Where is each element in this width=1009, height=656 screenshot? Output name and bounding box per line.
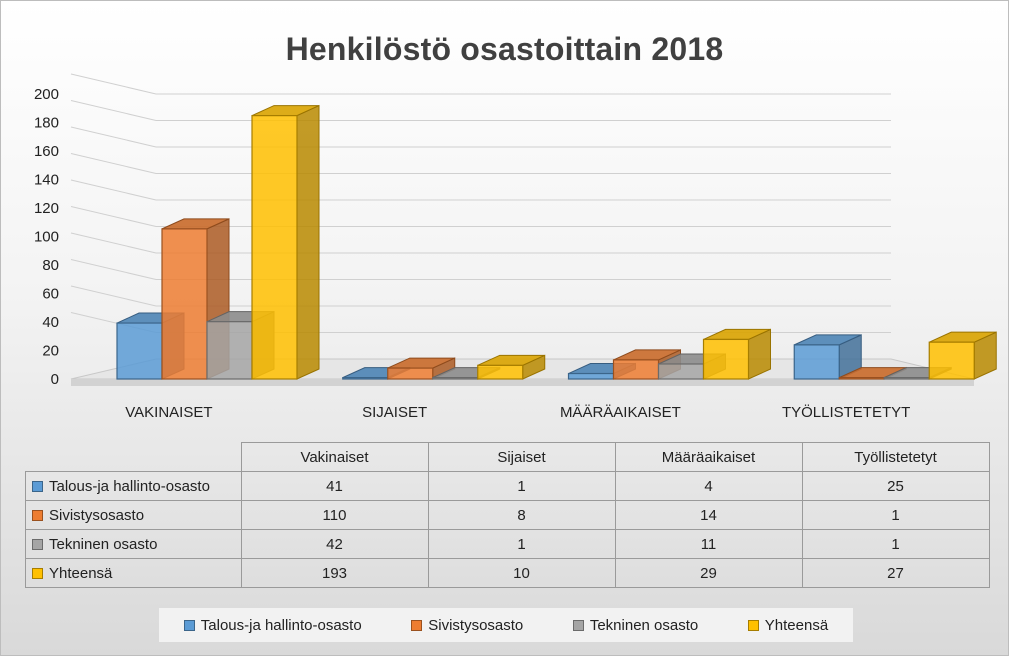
table-row-header: Sivistysosasto bbox=[26, 501, 242, 530]
table-body: Talous-ja hallinto-osasto 41 1 4 25 Sivistyso… bbox=[26, 472, 990, 588]
table-row-header: Tekninen osasto bbox=[26, 530, 242, 559]
bar bbox=[839, 378, 884, 379]
category-label: SIJAISET bbox=[362, 404, 427, 421]
legend-label: Talous-ja hallinto-osasto bbox=[201, 617, 362, 634]
bar bbox=[117, 323, 162, 379]
chart-plot: 0 20 40 60 80 100 120 140 160 180 200 VAKINAISET SIJ… bbox=[1, 1, 1008, 441]
y-tick-label: 200 bbox=[34, 86, 59, 103]
table-cell: 1 bbox=[802, 530, 989, 559]
gridline-side bbox=[71, 207, 156, 227]
bar bbox=[478, 365, 523, 379]
series-name: Sivistysosasto bbox=[49, 507, 144, 524]
series-name: Talous-ja hallinto-osasto bbox=[49, 478, 210, 495]
y-tick-label: 40 bbox=[42, 314, 59, 331]
table-row-header: Yhteensä bbox=[26, 559, 242, 588]
y-tick-label: 0 bbox=[51, 371, 59, 388]
table-column-header: Työllistetetyt bbox=[802, 443, 989, 472]
gridline-side bbox=[71, 74, 156, 94]
table-cell: 8 bbox=[428, 501, 615, 530]
gridline-side bbox=[71, 127, 156, 147]
table-cell: 29 bbox=[615, 559, 802, 588]
gridline-side bbox=[71, 286, 156, 306]
data-table: Vakinaiset Sijaiset Määräaikaiset Työlliste… bbox=[25, 442, 990, 588]
bar bbox=[388, 368, 433, 379]
category-label: VAKINAISET bbox=[125, 404, 212, 421]
table-cell: 193 bbox=[241, 559, 428, 588]
bar bbox=[569, 374, 614, 379]
legend-label: Tekninen osasto bbox=[590, 617, 698, 634]
bar-side bbox=[297, 106, 319, 379]
table-cell: 42 bbox=[241, 530, 428, 559]
table-cell: 1 bbox=[802, 501, 989, 530]
gridline-side bbox=[71, 101, 156, 121]
table-cell: 41 bbox=[241, 472, 428, 501]
legend-swatch bbox=[748, 620, 759, 631]
series-name: Yhteensä bbox=[49, 565, 112, 582]
y-tick-label: 80 bbox=[42, 257, 59, 274]
table-column-header: Vakinaiset bbox=[241, 443, 428, 472]
bar bbox=[659, 364, 704, 379]
legend-item: Sivistysosasto bbox=[411, 617, 523, 634]
table-cell: 27 bbox=[802, 559, 989, 588]
table-column-header: Sijaiset bbox=[428, 443, 615, 472]
bar bbox=[794, 345, 839, 379]
legend-swatch bbox=[411, 620, 422, 631]
y-tick-label: 160 bbox=[34, 143, 59, 160]
table-cell: 1 bbox=[428, 472, 615, 501]
table-cell: 25 bbox=[802, 472, 989, 501]
legend: Talous-ja hallinto-osasto Sivistysosasto T… bbox=[159, 608, 853, 642]
legend-item: Tekninen osasto bbox=[573, 617, 698, 634]
bar bbox=[704, 339, 749, 379]
y-tick-label: 100 bbox=[34, 229, 59, 246]
legend-swatch bbox=[184, 620, 195, 631]
bar bbox=[929, 342, 974, 379]
y-tick-label: 20 bbox=[42, 343, 59, 360]
y-tick-label: 140 bbox=[34, 172, 59, 189]
table-cell: 11 bbox=[615, 530, 802, 559]
y-tick-label: 180 bbox=[34, 115, 59, 132]
legend-label: Yhteensä bbox=[765, 617, 828, 634]
table-row: Yhteensä 193 10 29 27 bbox=[26, 559, 990, 588]
series-swatch bbox=[32, 539, 43, 550]
bar bbox=[252, 116, 297, 379]
series-swatch bbox=[32, 568, 43, 579]
bar bbox=[884, 378, 929, 379]
series-name: Tekninen osasto bbox=[49, 536, 157, 553]
category-label: TYÖLLISTETETYT bbox=[782, 403, 910, 421]
gridline-side bbox=[71, 154, 156, 174]
table-cell: 110 bbox=[241, 501, 428, 530]
bar bbox=[614, 360, 659, 379]
table-cell: 10 bbox=[428, 559, 615, 588]
table-corner bbox=[26, 443, 242, 472]
bar bbox=[207, 322, 252, 379]
table-column-header: Määräaikaiset bbox=[615, 443, 802, 472]
gridline-side bbox=[71, 180, 156, 200]
table-row: Sivistysosasto 110 8 14 1 bbox=[26, 501, 990, 530]
legend-item: Yhteensä bbox=[748, 617, 828, 634]
table-row: Talous-ja hallinto-osasto 41 1 4 25 bbox=[26, 472, 990, 501]
table-cell: 4 bbox=[615, 472, 802, 501]
table-row: Tekninen osasto 42 1 11 1 bbox=[26, 530, 990, 559]
y-tick-label: 120 bbox=[34, 200, 59, 217]
table-cell: 1 bbox=[428, 530, 615, 559]
series-swatch bbox=[32, 510, 43, 521]
legend-item: Talous-ja hallinto-osasto bbox=[184, 617, 362, 634]
bar bbox=[433, 378, 478, 379]
bar bbox=[162, 229, 207, 379]
bar bbox=[343, 378, 388, 379]
category-label: MÄÄRÄAIKAISET bbox=[560, 404, 681, 421]
legend-label: Sivistysosasto bbox=[428, 617, 523, 634]
table-cell: 14 bbox=[615, 501, 802, 530]
series-swatch bbox=[32, 481, 43, 492]
gridline-side bbox=[71, 233, 156, 253]
table-header-row: Vakinaiset Sijaiset Määräaikaiset Työlliste… bbox=[26, 443, 990, 472]
table-row-header: Talous-ja hallinto-osasto bbox=[26, 472, 242, 501]
chart-floor-edge bbox=[71, 379, 974, 386]
y-tick-label: 60 bbox=[42, 286, 59, 303]
gridline-side bbox=[71, 260, 156, 280]
legend-swatch bbox=[573, 620, 584, 631]
